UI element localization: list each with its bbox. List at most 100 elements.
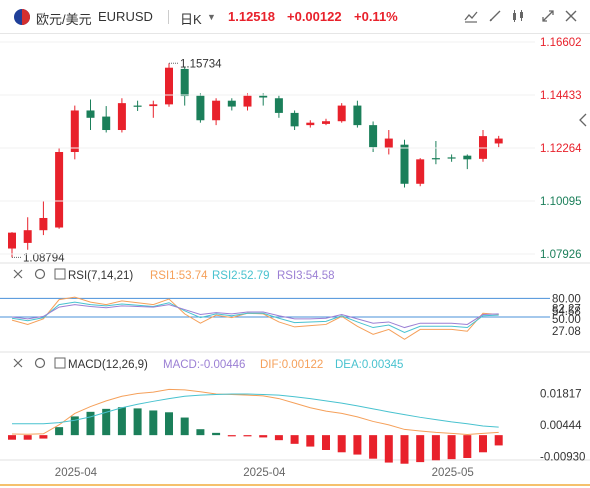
macd-histogram-bar: [353, 435, 362, 455]
collapse-arrow-icon[interactable]: [579, 113, 587, 127]
macd-histogram-bar: [165, 412, 173, 436]
candle-body: [149, 104, 158, 107]
candle-body: [117, 103, 126, 131]
price-change-percent: +0.11%: [354, 9, 398, 24]
macd-histogram-bar: [23, 435, 32, 440]
macd-histogram-bar: [479, 435, 487, 453]
macd-histogram-bar: [212, 432, 221, 436]
macd-value: MACD:-0.00446: [163, 359, 245, 371]
macd-histogram-bar: [290, 435, 299, 444]
candle-body: [227, 100, 236, 107]
candle-body: [337, 105, 346, 122]
rsi-title: RSI(7,14,21): [68, 270, 133, 282]
rsi-close-icon[interactable]: [13, 269, 23, 279]
macd-histogram-bar: [196, 429, 205, 436]
period-selector[interactable]: 日K: [180, 12, 202, 27]
candle-body: [306, 122, 315, 126]
dif-value: DIF:0.00122: [260, 359, 323, 371]
macd-histogram-bar: [463, 435, 472, 458]
rsi1-value: RSI1:53.74: [150, 270, 208, 282]
macd-dif-line: [11, 388, 499, 435]
candlestick-panel[interactable]: 1.15734 1.08794: [8, 58, 503, 264]
candle-body: [259, 95, 268, 98]
macd-histogram-bar: [149, 410, 158, 436]
macd-histogram-bar: [369, 435, 378, 459]
header-divider: [168, 10, 169, 24]
macd-histogram-bar: [259, 435, 268, 438]
candle-body: [243, 95, 252, 107]
indicator-settings-icon[interactable]: [462, 8, 480, 26]
eur-usd-flag-icon: [14, 9, 30, 25]
fullscreen-icon[interactable]: [539, 8, 557, 26]
macd-histogram-bar: [337, 435, 346, 453]
macd-tick-label: 0.01817: [540, 389, 582, 401]
time-tick-label: 2025-04: [243, 467, 286, 479]
last-price: 1.12518: [228, 9, 275, 24]
macd-histogram-bar: [322, 435, 330, 450]
max-price-label: 1.15734: [180, 58, 222, 70]
candle-body: [55, 152, 64, 228]
price-tick-label: 1.10095: [540, 196, 582, 208]
macd-close-icon[interactable]: [13, 358, 23, 368]
rsi-settings-icon[interactable]: [34, 268, 46, 280]
candle-body: [431, 158, 440, 160]
candle-body: [70, 110, 79, 153]
drawing-tool-icon[interactable]: [486, 8, 504, 26]
macd-tick-label: -0.00930: [540, 451, 585, 463]
candle-body: [274, 98, 283, 113]
price-tick-label: 1.12264: [540, 143, 582, 155]
time-axis: 2025-04 2025-04 2025-05: [0, 467, 590, 486]
rsi3-value: RSI3:54.58: [277, 270, 335, 282]
macd-panel: 0.01817 0.00444 -0.00930: [8, 389, 585, 464]
candle-body: [212, 100, 221, 121]
macd-visibility-icon[interactable]: [54, 357, 66, 369]
macd-settings-icon[interactable]: [34, 357, 46, 369]
candle-body: [196, 95, 205, 121]
macd-histogram-bar: [494, 435, 503, 446]
macd-histogram-bar: [384, 435, 393, 463]
rsi-line-rsi2: [11, 301, 499, 334]
candle-body: [133, 105, 142, 107]
candle-body: [86, 110, 95, 118]
close-icon[interactable]: [562, 8, 580, 26]
price-axis: 1.16602 1.14433 1.12264 1.10095 1.07926: [0, 37, 582, 261]
macd-histogram-bar: [431, 435, 440, 461]
candle-body: [165, 67, 173, 105]
macd-histogram-bar: [416, 435, 425, 463]
symbol-code: EURUSD: [98, 9, 153, 24]
price-change: +0.00122: [287, 9, 342, 24]
macd-header: MACD(12,26,9) MACD:-0.00446 DIF:0.00122 …: [13, 357, 403, 371]
macd-histogram-bar: [70, 416, 79, 436]
macd-histogram-bar: [447, 435, 456, 460]
macd-histogram-bar: [306, 435, 315, 447]
symbol-name: 欧元/美元: [36, 12, 92, 27]
candle-body: [494, 138, 503, 144]
macd-histogram-bar: [117, 407, 126, 436]
rsi-tick-label: 80.00: [552, 293, 581, 305]
candle-body: [39, 217, 48, 231]
macd-histogram-bar: [133, 408, 142, 436]
candle-body: [180, 68, 189, 97]
rsi-tick-label: 27.08: [552, 326, 581, 338]
macd-histogram-bar: [274, 435, 283, 441]
price-tick-label: 1.07926: [540, 249, 582, 261]
macd-histogram-bar: [39, 435, 48, 439]
macd-histogram-bar: [180, 417, 189, 436]
candle-body: [369, 125, 378, 148]
candle-body: [384, 138, 393, 149]
period-dropdown-icon[interactable]: ▼: [207, 12, 216, 22]
time-range-bar: [0, 484, 590, 486]
min-price-label: 1.08794: [23, 252, 65, 264]
candle-body: [290, 112, 299, 127]
price-tick-label: 1.16602: [540, 37, 582, 49]
macd-dea-line: [12, 393, 499, 428]
candle-body: [8, 232, 16, 249]
time-tick-label: 2025-05: [432, 467, 474, 479]
dea-value: DEA:0.00345: [335, 359, 403, 371]
candle-body: [322, 121, 330, 124]
macd-histogram-bar: [102, 408, 111, 436]
rsi-tick-label: 82.27: [552, 303, 581, 315]
chart-type-icon[interactable]: [509, 8, 527, 26]
rsi-visibility-icon[interactable]: [54, 268, 66, 280]
